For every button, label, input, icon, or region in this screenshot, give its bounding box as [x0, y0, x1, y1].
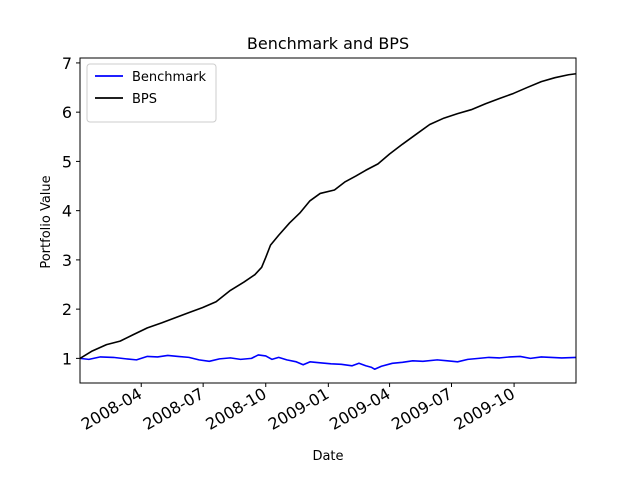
x-tick-label: 2009-01: [265, 384, 332, 434]
y-tick-label: 7: [62, 54, 72, 73]
x-tick-label: 2009-04: [326, 384, 393, 434]
legend-label-bps: BPS: [132, 92, 157, 107]
y-axis: 1 2 3 4 5 6 7: [62, 54, 80, 368]
series-line-benchmark: [79, 354, 577, 371]
y-tick-label: 2: [62, 300, 72, 319]
y-tick-label: 4: [62, 202, 72, 221]
legend-box: [86, 63, 217, 123]
x-tick-label: 2009-10: [451, 384, 518, 434]
y-tick-label: 5: [62, 152, 72, 171]
x-tick-label: 2009-07: [388, 384, 455, 434]
x-tick-label: 2008-04: [78, 384, 145, 434]
x-axis-label: Date: [312, 449, 343, 464]
legend-label-benchmark: Benchmark: [132, 70, 207, 85]
series-line-bps: [79, 72, 577, 360]
y-axis-label: Portfolio Value: [39, 175, 54, 268]
x-axis: 2008-042008-072008-102009-012009-042009-…: [78, 383, 518, 434]
y-tick-label: 3: [62, 251, 72, 270]
x-tick-label: 2008-10: [202, 384, 269, 434]
chart-title: Benchmark and BPS: [247, 34, 409, 53]
x-tick-label: 2008-07: [140, 384, 207, 434]
y-tick-label: 1: [62, 349, 72, 368]
legend: Benchmark BPS: [86, 63, 217, 123]
plot-lines: [79, 72, 577, 371]
y-tick-label: 6: [62, 103, 72, 122]
